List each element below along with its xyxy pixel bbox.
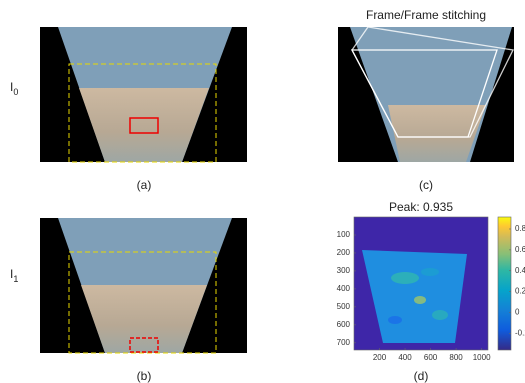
heatmap: [354, 217, 488, 350]
photo-a: [40, 27, 247, 162]
x-tick-label: 1000: [473, 353, 491, 362]
colorbar-tick-label: 0.8: [515, 224, 525, 233]
x-tick-label: 400: [398, 353, 412, 362]
x-tick-label: 600: [424, 353, 438, 362]
x-tick-label: 200: [373, 353, 387, 362]
colorbar-tick-label: 0.4: [515, 266, 525, 275]
photo-b: [40, 218, 247, 353]
figure: I0 (a) I1 (b) Frame/Frame stitching (c) …: [0, 0, 525, 383]
x-tick-label: 800: [449, 353, 463, 362]
caption: (d): [414, 369, 429, 383]
y-tick-label: 600: [337, 320, 351, 329]
y-tick-label: 300: [337, 266, 351, 275]
y-tick-label: 500: [337, 302, 351, 311]
y-tick-label: 700: [337, 338, 351, 347]
colorbar-tick-label: 0.6: [515, 245, 525, 254]
row-label-sub: 0: [13, 87, 18, 97]
row-label-sub: 1: [13, 274, 18, 284]
y-tick-label: 100: [337, 230, 351, 239]
row-label: I1: [10, 267, 18, 284]
colorbar-tick-label: -0.2: [515, 328, 525, 337]
panel-title: Frame/Frame stitching: [366, 8, 486, 22]
colorbar: [498, 217, 511, 350]
caption: (b): [137, 369, 152, 383]
colorbar-tick-label: 0.2: [515, 287, 525, 296]
colorbar-tick-label: 0: [515, 308, 520, 317]
y-tick-label: 400: [337, 284, 351, 293]
row-label: I0: [10, 80, 18, 97]
caption: (c): [419, 178, 433, 192]
panel-title: Peak: 0.935: [389, 200, 453, 214]
caption: (a): [137, 178, 152, 192]
photo-c: [338, 27, 514, 162]
y-tick-label: 200: [337, 248, 351, 257]
